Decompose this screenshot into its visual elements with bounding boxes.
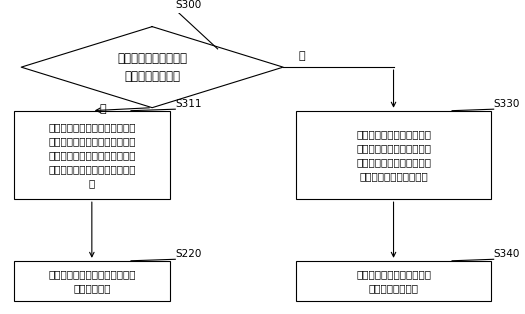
Bar — [14, 261, 170, 301]
Text: S340: S340 — [494, 249, 520, 259]
Text: S330: S330 — [494, 99, 520, 109]
Text: S300: S300 — [176, 0, 202, 10]
Text: S311: S311 — [175, 99, 202, 109]
Text: 否: 否 — [299, 51, 305, 61]
Bar — [296, 111, 491, 199]
Text: S220: S220 — [175, 249, 202, 259]
Bar — [296, 261, 491, 301]
Text: 根据样本数据与压缩算法的对应
关系表并基于第一调制方式和第
一预设数据位宽选择第一压缩算
法作为待压缩数据对应的压缩算
法: 根据样本数据与压缩算法的对应 关系表并基于第一调制方式和第 一预设数据位宽选择第… — [48, 122, 135, 188]
Text: 是: 是 — [100, 104, 106, 114]
Text: 根据第二压缩算法对待压缩
数据进行压缩处理: 根据第二压缩算法对待压缩 数据进行压缩处理 — [356, 269, 431, 293]
Text: 根据第一压缩算法对待压缩数据
进行压缩处理: 根据第一压缩算法对待压缩数据 进行压缩处理 — [48, 269, 135, 293]
Bar — [14, 111, 170, 199]
Text: 第一预设数据位宽是否
小于第一数据位宽: 第一预设数据位宽是否 小于第一数据位宽 — [117, 51, 187, 83]
Text: 选择第二压缩算法作为待压
缩数据对应的压缩算法，第
二压缩算法为多种压缩算法
中运算量最小的压缩算法: 选择第二压缩算法作为待压 缩数据对应的压缩算法，第 二压缩算法为多种压缩算法 中… — [356, 129, 431, 181]
Polygon shape — [21, 27, 283, 108]
